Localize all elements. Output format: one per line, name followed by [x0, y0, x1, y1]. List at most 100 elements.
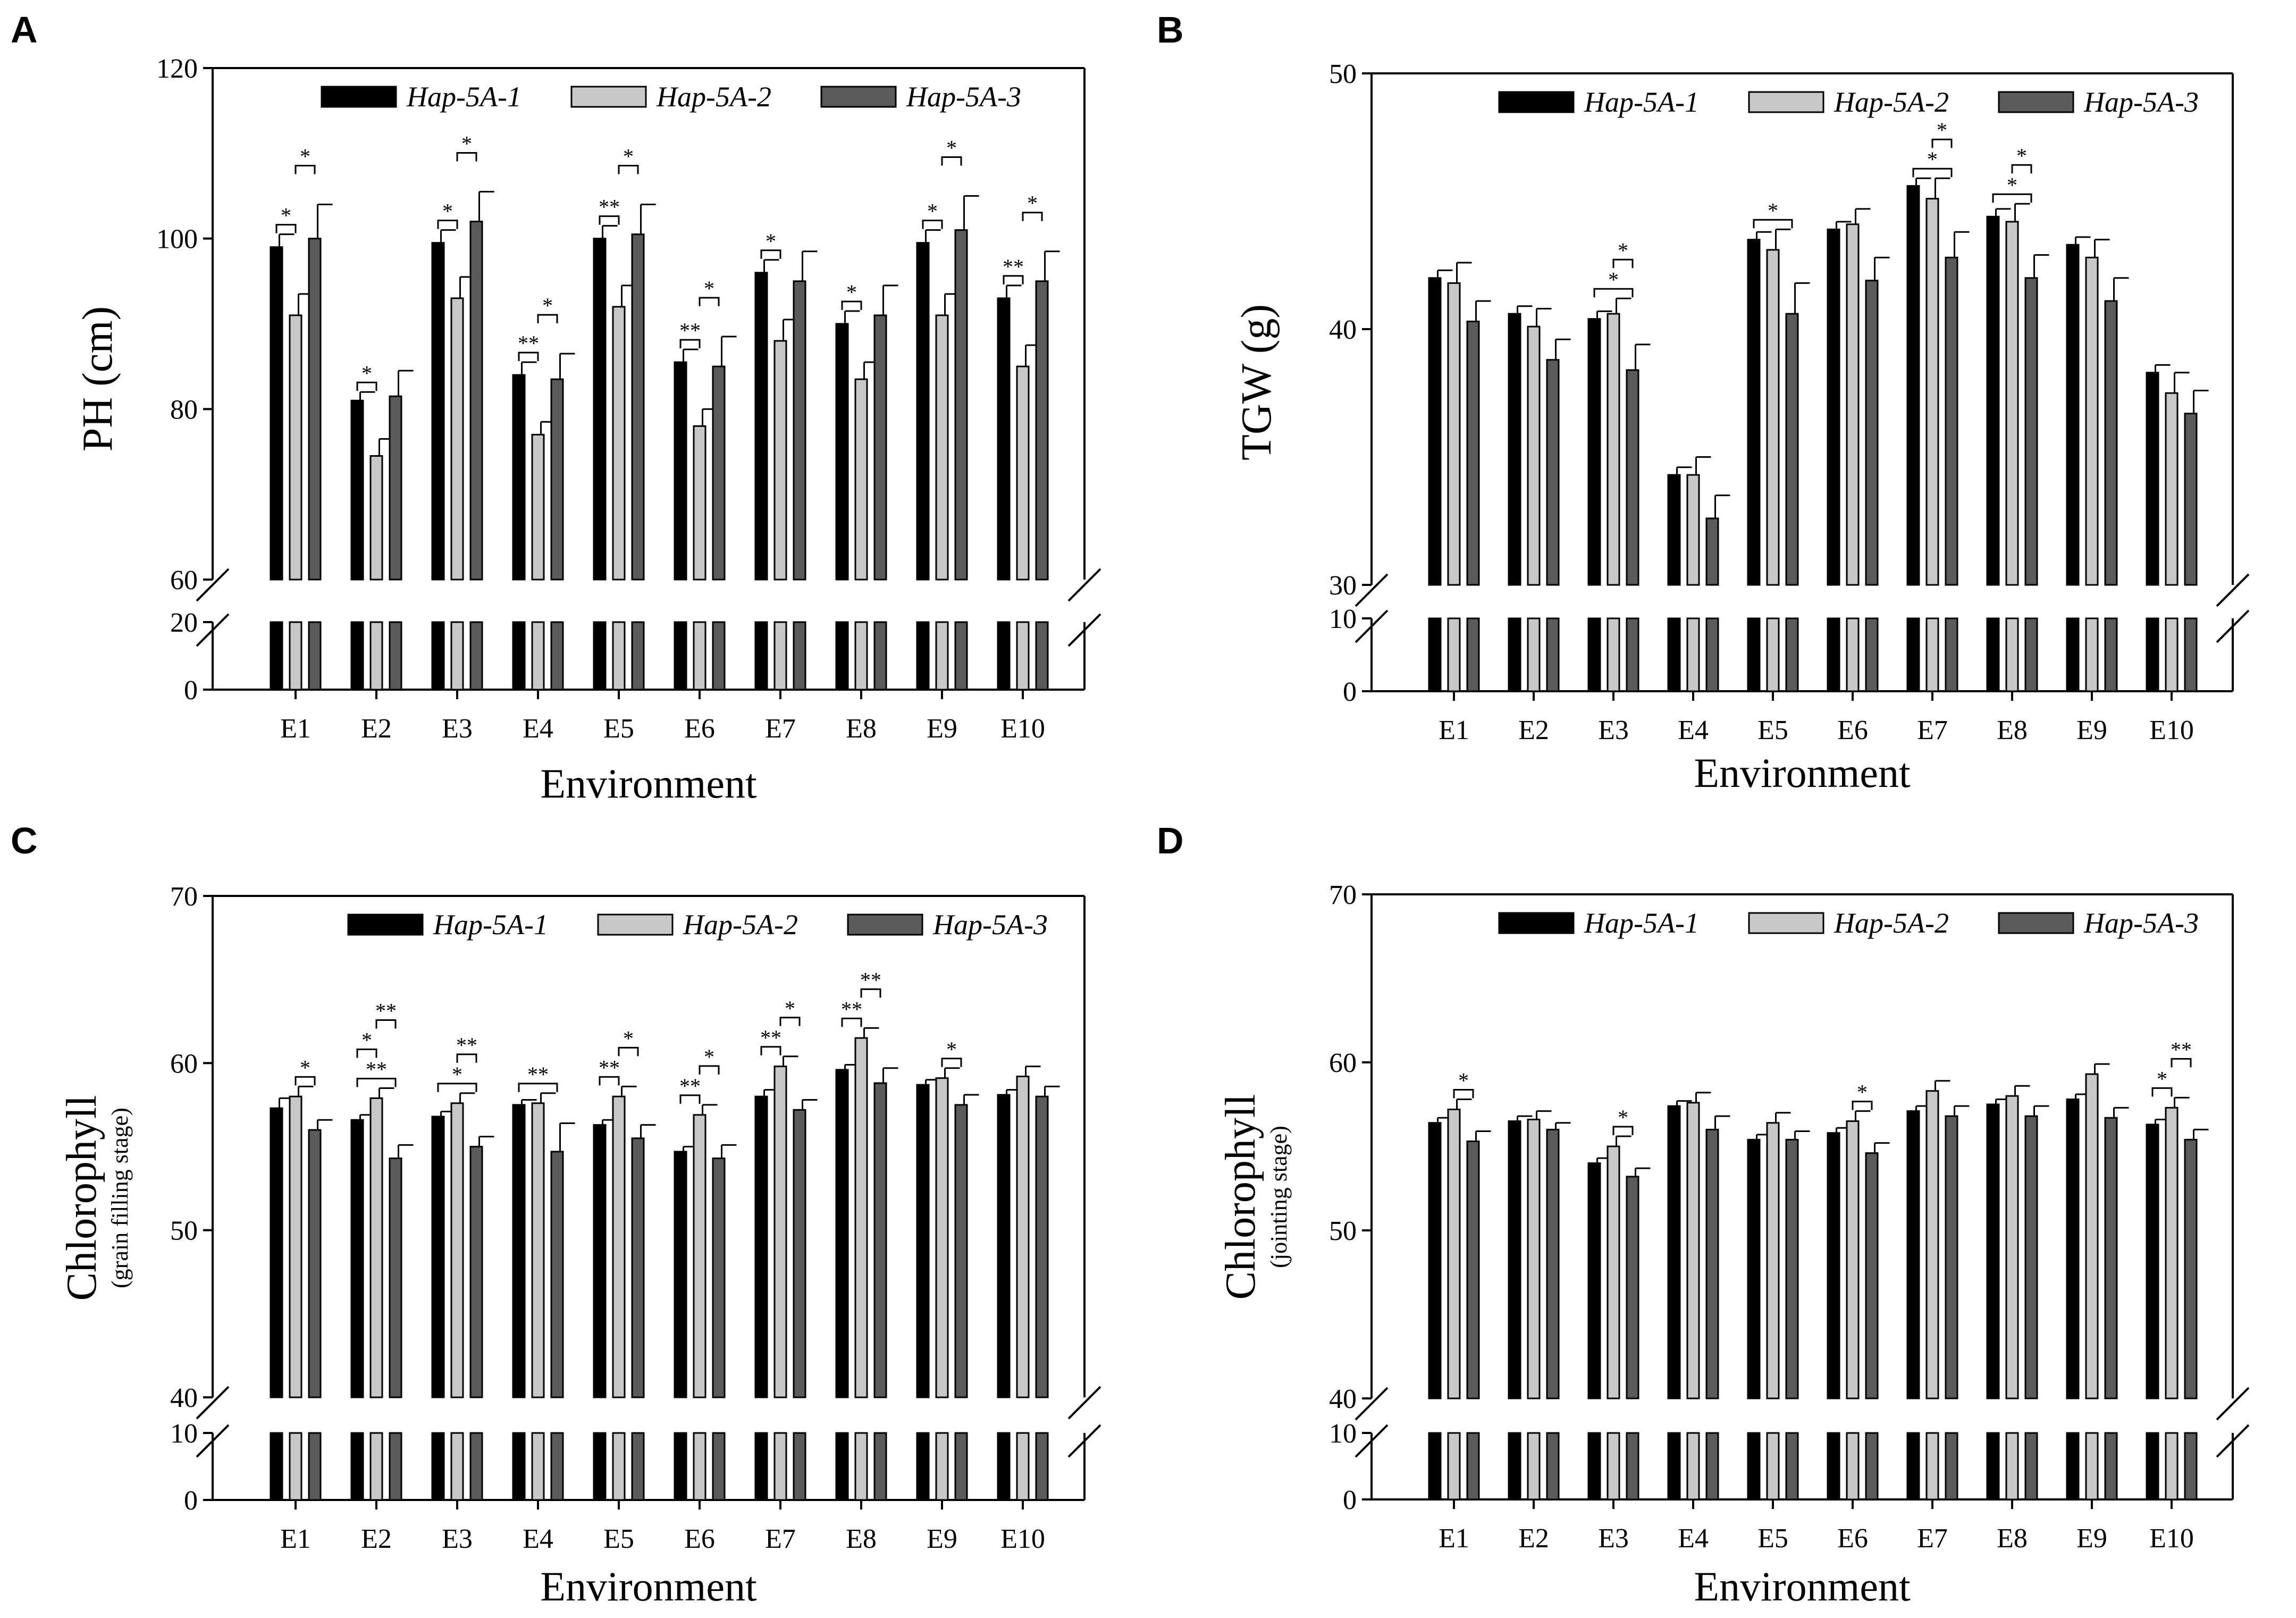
- bar-lower: [773, 1432, 787, 1501]
- legend-swatch: [321, 86, 397, 108]
- x-tick-label: E6: [1837, 1523, 1868, 1554]
- bar-upper: [1945, 1115, 1958, 1399]
- bar-lower: [350, 621, 364, 691]
- bar-lower: [270, 1432, 283, 1501]
- x-axis-title: Environment: [540, 760, 757, 807]
- x-tick-label: E6: [1837, 715, 1868, 745]
- x-tick-label: E2: [1518, 1523, 1549, 1554]
- bar-upper: [754, 272, 768, 581]
- bar-lower: [1035, 1432, 1049, 1501]
- axis-break-mark: [196, 1386, 230, 1420]
- y-tick-label: 50: [170, 1216, 198, 1246]
- significance-label: *: [946, 1037, 957, 1061]
- bar-lower: [531, 1432, 545, 1501]
- bar-upper: [1527, 1118, 1541, 1399]
- bar-lower: [1785, 617, 1799, 692]
- axis-break-mark: [2216, 573, 2250, 607]
- bar-upper: [1827, 1132, 1840, 1399]
- y-tick-label: 40: [170, 1383, 198, 1413]
- x-tick-label: E10: [2149, 1523, 2194, 1554]
- bar-upper: [674, 361, 687, 581]
- bar-lower: [2005, 1432, 2019, 1500]
- y-tick-label: 0: [184, 1486, 198, 1516]
- legend-label: Hap-5A-1: [433, 909, 548, 941]
- bar-lower: [431, 621, 445, 691]
- x-tick-label: E1: [280, 714, 311, 744]
- bar-upper: [431, 1116, 445, 1398]
- bar-upper: [1747, 1138, 1761, 1399]
- bar-upper: [873, 314, 887, 581]
- significance-bracket: [356, 1077, 397, 1087]
- x-tick-label: E10: [2149, 715, 2194, 745]
- x-tick-label: E9: [927, 1524, 957, 1554]
- y-axis-title: PH (cm): [74, 306, 121, 451]
- bar-upper: [2146, 372, 2159, 586]
- bar-upper: [1766, 1122, 1780, 1399]
- significance-bracket: [295, 1076, 316, 1086]
- significance-label: **: [2171, 1037, 2192, 1061]
- significance-label: *: [2157, 1067, 2167, 1091]
- bar-lower: [289, 1432, 302, 1501]
- chart-thousand-grain-weight: 30 40 50 0 10 TGW (g) Environment Hap-5A-1 Hap-5…: [1233, 59, 2250, 796]
- legend-label: Hap-5A-3: [932, 909, 1048, 941]
- bar-lower: [674, 1432, 687, 1501]
- y-axis-subtitle: (grain filling stage): [107, 1108, 133, 1288]
- bar-lower: [1865, 1432, 1879, 1500]
- bar-upper: [450, 1102, 464, 1398]
- significance-label: *: [461, 131, 472, 155]
- bar-upper: [512, 1104, 526, 1398]
- bar-upper: [2085, 256, 2099, 586]
- y-tick-label: 40: [1329, 1384, 1357, 1414]
- bar-lower: [2024, 1432, 2038, 1500]
- y-tick-label: 100: [156, 224, 198, 255]
- bar-lower: [431, 1432, 445, 1501]
- bar-upper: [1035, 280, 1049, 581]
- bar-upper: [1035, 1095, 1049, 1398]
- bar-lower: [935, 1432, 949, 1501]
- bar-lower: [350, 1432, 364, 1501]
- significance-label: **: [375, 999, 397, 1022]
- bar-lower: [1587, 617, 1601, 692]
- bar-lower: [1686, 1432, 1700, 1500]
- x-tick-label: E4: [1678, 715, 1709, 745]
- bar-lower: [1466, 1432, 1480, 1500]
- bar-lower: [712, 1432, 726, 1501]
- bar-lower: [1447, 617, 1461, 692]
- bar-upper: [369, 455, 383, 581]
- significance-label: **: [599, 1055, 620, 1079]
- axis-break-mark: [196, 568, 230, 602]
- bar-lower: [1035, 621, 1049, 691]
- axis-break-mark: [2216, 1387, 2250, 1421]
- bar-lower: [550, 1432, 564, 1501]
- bar-upper: [2165, 1106, 2179, 1399]
- bar-upper: [1846, 223, 1860, 586]
- y-axis-subtitle: (jointing stage): [1266, 1126, 1292, 1268]
- bar-upper: [1766, 249, 1780, 586]
- x-tick-label: E10: [1000, 1524, 1045, 1554]
- x-tick-label: E7: [765, 1524, 796, 1554]
- significance-label: *: [846, 280, 857, 304]
- bar-lower: [674, 621, 687, 691]
- bar-upper: [512, 374, 526, 581]
- bar-lower: [308, 621, 322, 691]
- bar-lower: [2066, 1432, 2080, 1500]
- bar-lower: [854, 621, 868, 691]
- bar-upper: [754, 1095, 768, 1398]
- bar-lower: [793, 1432, 806, 1501]
- y-tick-label: 50: [1329, 1216, 1357, 1246]
- bar-lower: [1986, 1432, 2000, 1500]
- bar-lower: [2104, 617, 2118, 692]
- significance-label: *: [1618, 238, 1628, 262]
- bar-upper: [550, 378, 564, 581]
- bar-upper: [1508, 313, 1521, 586]
- bar-upper: [2024, 277, 2038, 586]
- panel-label-a: A: [11, 9, 38, 51]
- chart-chlorophyll-grain-filling: 40 50 60 70 0 10 Chlorophyll (grain filling sta…: [58, 882, 1101, 1609]
- significance-bracket: [275, 224, 297, 233]
- bar-upper: [712, 1158, 726, 1398]
- significance-bracket: [456, 1053, 477, 1063]
- bar-lower: [1846, 617, 1860, 692]
- axis-break-mark: [1355, 609, 1389, 643]
- x-axis-title: Environment: [1694, 750, 1911, 796]
- bar-upper: [773, 340, 787, 581]
